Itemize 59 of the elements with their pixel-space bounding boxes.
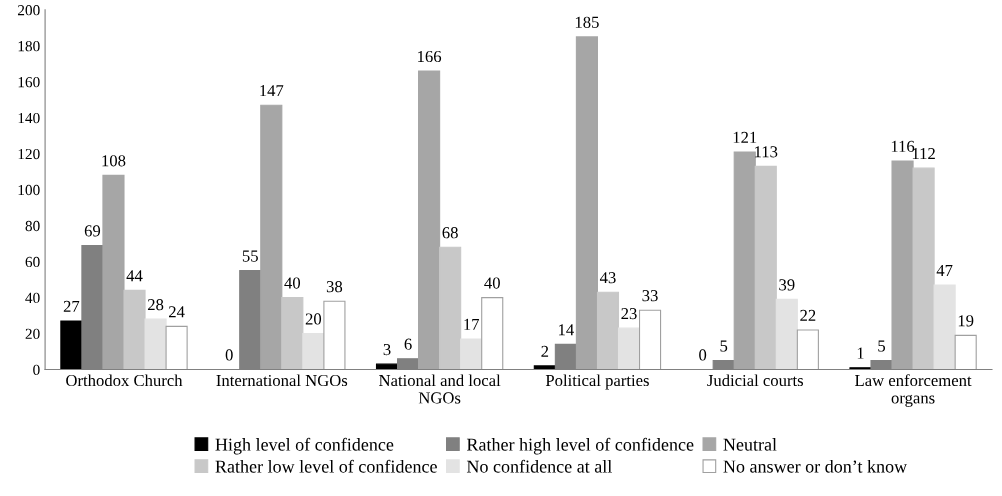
data-label: 44 xyxy=(126,270,143,282)
y-tick-label: 120 xyxy=(18,148,40,160)
y-tick-label: 20 xyxy=(25,328,40,340)
data-label: 112 xyxy=(912,148,935,160)
y-tick-label: 200 xyxy=(17,5,40,16)
legend-label: No confidence at all xyxy=(466,459,612,473)
data-label: 2 xyxy=(541,345,549,357)
data-label: 185 xyxy=(575,16,599,28)
y-tick-label: 180 xyxy=(18,41,40,52)
data-label: 68 xyxy=(442,227,458,239)
y-tick-label: 0 xyxy=(33,364,40,375)
data-label: 27 xyxy=(63,300,80,312)
data-label: 166 xyxy=(418,50,442,63)
data-label: 0 xyxy=(699,349,707,361)
y-tick-label: 60 xyxy=(25,256,40,268)
legend-label: Neutral xyxy=(723,438,777,451)
data-label: 28 xyxy=(147,298,164,311)
data-label: 1 xyxy=(857,347,864,359)
y-tick-label: 160 xyxy=(18,76,40,88)
legend-label: Rather high level of confidence xyxy=(466,437,694,455)
data-label: 22 xyxy=(800,309,816,321)
data-label: 6 xyxy=(404,338,412,350)
legend-label: High level of confidence xyxy=(215,437,394,455)
data-label: 40 xyxy=(284,277,301,289)
data-label: 69 xyxy=(84,225,101,237)
data-label: 23 xyxy=(621,308,637,320)
y-tick-label: 100 xyxy=(18,184,40,196)
data-label: 3 xyxy=(383,343,391,356)
data-label: 43 xyxy=(599,272,616,284)
data-label: 47 xyxy=(936,264,953,276)
data-label: 5 xyxy=(878,340,886,352)
data-label: 14 xyxy=(559,324,574,336)
data-label: 5 xyxy=(720,340,728,352)
x-tick-label: International NGOs xyxy=(216,374,348,387)
x-tick-label: Political parties xyxy=(545,374,649,390)
data-label: 19 xyxy=(958,315,974,327)
x-tick-label: Orthodox Church xyxy=(66,374,183,387)
data-label: 55 xyxy=(242,250,258,262)
data-label: 108 xyxy=(102,155,126,167)
y-tick-label: 140 xyxy=(18,112,40,124)
data-label: 33 xyxy=(642,290,658,302)
data-label: 113 xyxy=(755,146,778,158)
data-label: 116 xyxy=(891,140,915,153)
data-label: 0 xyxy=(225,349,233,361)
data-label: 39 xyxy=(779,279,795,291)
x-tick-label: National and local NGOs xyxy=(379,374,501,404)
legend-label: Rather low level of confidence xyxy=(215,459,437,473)
data-label: 20 xyxy=(305,313,322,325)
legend-label: No answer or don’t know xyxy=(723,459,908,473)
data-label: 40 xyxy=(484,277,500,289)
data-label: 147 xyxy=(260,85,284,97)
data-label: 24 xyxy=(169,306,185,318)
x-tick-label: Law enforcement organs xyxy=(855,374,972,407)
y-tick-label: 40 xyxy=(25,292,40,304)
data-label: 17 xyxy=(464,318,480,330)
data-label: 121 xyxy=(733,131,757,143)
y-tick-label: 80 xyxy=(25,220,40,232)
x-tick-label: Judicial courts xyxy=(707,374,804,387)
data-label: 38 xyxy=(326,281,343,293)
